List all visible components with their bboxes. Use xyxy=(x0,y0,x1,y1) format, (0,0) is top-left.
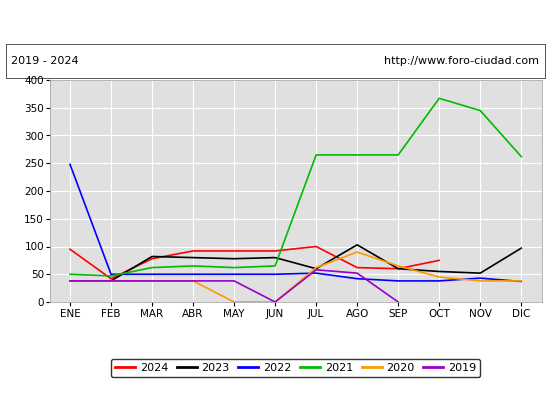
Text: http://www.foro-ciudad.com: http://www.foro-ciudad.com xyxy=(384,56,539,66)
Text: 2019 - 2024: 2019 - 2024 xyxy=(11,56,79,66)
Text: Evolucion Nº Turistas Extranjeros en el municipio de Torrecilla de la Orden: Evolucion Nº Turistas Extranjeros en el … xyxy=(14,14,536,28)
Legend: 2024, 2023, 2022, 2021, 2020, 2019: 2024, 2023, 2022, 2021, 2020, 2019 xyxy=(111,358,481,378)
